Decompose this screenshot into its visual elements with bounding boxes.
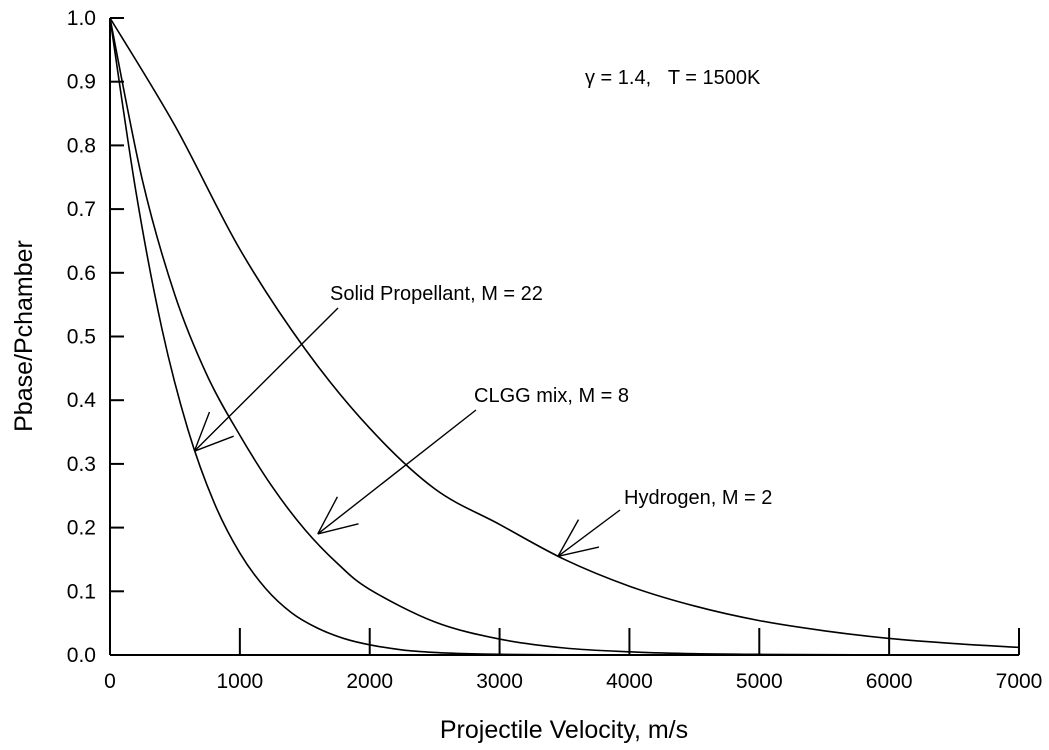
x-tick-label: 0	[104, 670, 116, 693]
annotation-arrows	[193, 307, 621, 557]
y-axis-title: Pbase/Pchamber	[10, 240, 38, 432]
x-axis-title: Projectile Velocity, m/s	[440, 716, 688, 744]
annotation-arrow-line	[317, 409, 477, 535]
x-tick-label: 6000	[866, 670, 913, 693]
x-tick-label: 7000	[996, 670, 1043, 693]
y-tick-label: 0.3	[67, 453, 96, 476]
series-lines	[109, 17, 1020, 656]
y-tick-label: 0.7	[67, 198, 96, 221]
annotation-label-hydrogen: Hydrogen, M = 2	[624, 487, 772, 509]
tick-labels: 0.0 0.1 0.2 0.3 0.4 0.5 0.6 0.7 0.8 0.9 1.0 0 1000 20…	[67, 7, 1043, 693]
y-tick-label: 1.0	[67, 7, 96, 30]
x-tick-label: 4000	[606, 670, 653, 693]
x-tick-label: 5000	[736, 670, 783, 693]
tick-marks	[110, 17, 1020, 656]
y-tick-label: 0.2	[67, 517, 96, 540]
annotation-arrowhead	[317, 496, 339, 535]
annotation-arrowhead	[317, 523, 359, 535]
annotation-arrowhead	[193, 411, 211, 452]
y-tick-label: 0.9	[67, 71, 96, 94]
y-tick-label: 0.0	[67, 644, 96, 667]
annotation-arrowhead	[557, 546, 600, 557]
y-tick-label: 0.4	[67, 389, 97, 412]
annotation-label-solid-propellant: Solid Propellant, M = 22	[330, 283, 543, 305]
y-tick-label: 0.1	[67, 580, 96, 603]
annotations: Solid Propellant, M = 22 CLGG mix, M = 8…	[193, 67, 772, 557]
conditions-label: γ = 1.4, T = 1500K	[585, 67, 761, 89]
y-tick-label: 0.6	[67, 262, 96, 285]
annotation-arrowhead	[557, 519, 580, 557]
y-tick-label: 0.8	[67, 134, 96, 157]
series-line-hydrogen-m-2	[109, 17, 1020, 649]
x-tick-label: 3000	[476, 670, 523, 693]
series-line-solid-propellant-m-22	[109, 17, 1019, 656]
x-tick-label: 2000	[346, 670, 393, 693]
annotation-arrow-line	[557, 509, 621, 557]
annotation-arrowhead	[194, 435, 234, 452]
y-tick-label: 0.5	[67, 326, 96, 349]
annotation-arrow-line	[193, 307, 339, 452]
annotation-label-clgg: CLGG mix, M = 8	[474, 385, 629, 407]
x-tick-label: 1000	[216, 670, 263, 693]
